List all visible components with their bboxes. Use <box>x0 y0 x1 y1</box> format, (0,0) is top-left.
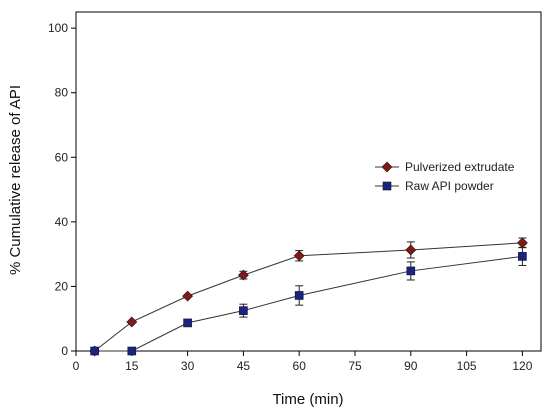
series-pulverized-extrudate <box>89 237 528 357</box>
series-layer <box>89 237 528 357</box>
series-raw-api-powder <box>90 246 527 356</box>
x-axis-title: Time (min) <box>272 391 343 408</box>
x-tick-label: 90 <box>404 359 418 373</box>
x-tick-label: 45 <box>237 359 251 373</box>
data-point <box>294 291 304 300</box>
y-tick-label: 40 <box>55 215 69 229</box>
x-tick-label: 30 <box>181 359 195 373</box>
data-point <box>183 318 192 328</box>
data-point <box>90 346 99 356</box>
data-point <box>182 290 194 302</box>
legend: Pulverized extrudate Raw API powder <box>375 160 515 193</box>
legend-marker <box>382 181 392 191</box>
data-point <box>516 237 528 249</box>
legend-marker <box>381 161 393 173</box>
y-tick-label: 100 <box>48 21 68 35</box>
x-tick-label: 120 <box>512 359 532 373</box>
x-tick-label: 60 <box>293 359 307 373</box>
legend-label: Pulverized extrudate <box>405 160 515 174</box>
y-tick-label: 0 <box>61 344 68 358</box>
data-point <box>239 306 248 315</box>
y-tick-label: 60 <box>55 150 69 164</box>
legend-label: Raw API powder <box>405 179 494 193</box>
y-tick-label: 80 <box>55 86 69 100</box>
x-tick-label: 105 <box>457 359 477 373</box>
y-tick-label: 20 <box>55 279 69 293</box>
plot-frame <box>75 11 542 352</box>
series-line <box>94 242 523 352</box>
data-point <box>405 244 417 256</box>
data-point <box>518 252 527 261</box>
series-line <box>94 255 523 352</box>
y-axis-title: % Cumulative release of API <box>7 85 24 275</box>
x-tick-label: 0 <box>73 359 80 373</box>
data-point <box>406 266 416 276</box>
y-axis: 0 20 40 60 80 100 <box>48 21 76 358</box>
data-point <box>293 250 305 262</box>
data-point <box>127 346 137 356</box>
data-point <box>237 269 249 281</box>
data-point <box>126 316 138 328</box>
x-tick-label: 75 <box>348 359 362 373</box>
x-tick-label: 15 <box>125 359 139 373</box>
x-axis: 0 15 30 45 60 75 90 105 120 <box>73 351 533 373</box>
